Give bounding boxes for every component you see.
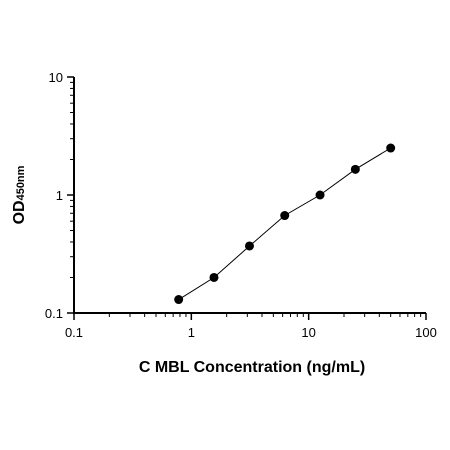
y-tick-label: 1 bbox=[56, 188, 63, 203]
x-axis-title: C MBL Concentration (ng/mL) bbox=[139, 359, 365, 376]
data-point bbox=[350, 164, 360, 174]
data-point bbox=[280, 211, 290, 221]
y-axis-title-sub: 450nm bbox=[15, 165, 27, 200]
data-point bbox=[174, 295, 184, 305]
data-point bbox=[315, 190, 325, 200]
x-ticks: 0.1 1 10 100 bbox=[65, 313, 437, 340]
data-point bbox=[209, 272, 219, 282]
y-tick-label: 10 bbox=[49, 70, 63, 85]
x-tick-label: 0.1 bbox=[65, 325, 83, 340]
x-tick-label: 1 bbox=[188, 325, 195, 340]
y-ticks: 0.1 1 10 bbox=[45, 70, 74, 321]
y-tick-label: 0.1 bbox=[45, 306, 63, 321]
data-point bbox=[244, 241, 254, 251]
svg-text:OD450nm: OD450nm bbox=[11, 165, 28, 224]
x-tick-label: 10 bbox=[301, 325, 315, 340]
data-points bbox=[174, 143, 396, 305]
plot-area: 0.1 1 10 100 0.1 1 10 bbox=[45, 70, 437, 340]
y-axis-title: OD450nm bbox=[11, 165, 28, 224]
data-point bbox=[386, 143, 396, 153]
x-tick-label: 100 bbox=[415, 325, 437, 340]
y-axis-title-main: OD bbox=[11, 200, 28, 224]
